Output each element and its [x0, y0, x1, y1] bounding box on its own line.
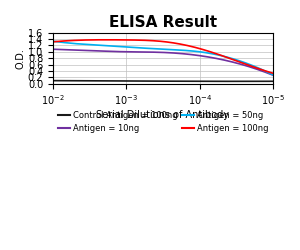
Title: ELISA Result: ELISA Result — [109, 15, 217, 30]
X-axis label: Serial Dilutions of Antibody: Serial Dilutions of Antibody — [96, 110, 230, 120]
Legend: Control Antigen = 100ng, Antigen = 10ng, Antigen = 50ng, Antigen = 100ng: Control Antigen = 100ng, Antigen = 10ng,… — [55, 108, 272, 136]
Y-axis label: O.D.: O.D. — [15, 48, 25, 69]
